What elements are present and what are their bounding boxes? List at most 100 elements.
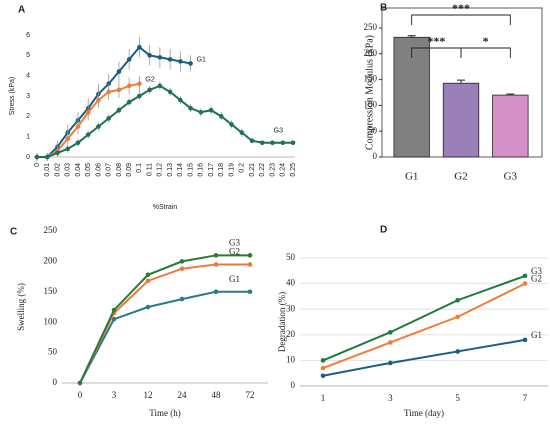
series-line xyxy=(79,254,250,384)
x-tick-label: 0.22 xyxy=(259,163,266,177)
y-tick-label: 40 xyxy=(286,278,296,288)
y-tick-label: 0 xyxy=(373,151,378,161)
x-tick-label: 0.14 xyxy=(177,163,184,177)
series-line xyxy=(37,45,191,158)
y-tick-label: 250 xyxy=(364,22,378,32)
marker xyxy=(116,107,122,113)
x-tick-label: 48 xyxy=(212,390,222,400)
series-label: G3 xyxy=(229,237,240,247)
marker xyxy=(96,97,101,103)
y-tick-label: 100 xyxy=(44,316,58,326)
bar xyxy=(442,82,480,158)
y-tick-label: 50 xyxy=(286,252,296,262)
x-tick-label: 0.13 xyxy=(167,163,174,177)
marker xyxy=(75,124,81,129)
series-line xyxy=(79,263,250,384)
y-tick-label: 50 xyxy=(48,347,58,357)
x-tick-label: 0.23 xyxy=(269,163,276,177)
marker xyxy=(157,83,163,89)
marker xyxy=(147,87,152,93)
series-line xyxy=(322,282,526,370)
y-tick-label: 30 xyxy=(286,303,296,313)
marker xyxy=(111,307,117,313)
series-label: G1 xyxy=(229,274,240,284)
marker xyxy=(455,297,460,303)
x-tick-label: 5 xyxy=(455,393,460,403)
y-tick-label: 50 xyxy=(368,125,378,135)
marker xyxy=(34,154,40,160)
x-tick-label: 0.08 xyxy=(116,163,123,177)
marker xyxy=(126,99,132,105)
y-axis-label: Degradation (%) xyxy=(277,292,287,352)
x-tick-label: 0.15 xyxy=(187,163,194,177)
y-tick-label: 3 xyxy=(26,93,30,100)
x-tick-label: G3 xyxy=(504,171,518,183)
marker xyxy=(147,53,152,58)
marker xyxy=(198,109,204,115)
marker xyxy=(85,109,91,115)
marker xyxy=(126,83,132,89)
marker xyxy=(388,360,393,366)
panel-label: A xyxy=(18,5,25,16)
marker xyxy=(167,57,173,62)
y-axis-label: Stress (kPa) xyxy=(9,77,16,116)
x-tick-label: 72 xyxy=(246,390,255,400)
x-tick-label: 12 xyxy=(144,390,153,400)
marker xyxy=(137,81,142,87)
y-tick-label: 150 xyxy=(364,74,378,84)
series-label: G2 xyxy=(531,274,542,284)
marker xyxy=(239,130,245,135)
y-tick-label: 10 xyxy=(286,354,296,364)
x-tick-label: 0.24 xyxy=(280,163,287,177)
marker xyxy=(388,329,393,335)
y-tick-label: 250 xyxy=(44,225,58,235)
marker xyxy=(229,122,234,127)
marker xyxy=(259,140,265,146)
marker xyxy=(208,107,214,113)
y-tick-label: 20 xyxy=(286,329,296,339)
x-tick-label: 0.12 xyxy=(157,163,164,177)
y-tick-label: 5 xyxy=(26,52,30,59)
x-tick-label: 0.1 xyxy=(136,163,143,173)
x-axis-label: Time (day) xyxy=(404,408,444,418)
x-tick-label: 0.11 xyxy=(146,163,153,176)
marker xyxy=(157,55,163,60)
significance-label: *** xyxy=(452,1,470,15)
significance-label: *** xyxy=(427,34,445,48)
marker xyxy=(247,253,253,258)
x-tick-label: 0.07 xyxy=(106,163,113,177)
y-axis-label: Compression Modulus (kPa) xyxy=(364,35,375,150)
x-tick-label: 0.02 xyxy=(54,163,61,177)
marker xyxy=(167,89,173,95)
panel-label: C xyxy=(10,227,17,238)
marker xyxy=(77,380,83,386)
y-tick-label: 150 xyxy=(44,286,58,296)
x-tick-label: 24 xyxy=(178,390,188,400)
x-tick-label: 0.17 xyxy=(208,163,215,177)
x-tick-label: 0.01 xyxy=(44,163,51,177)
marker xyxy=(280,140,286,146)
x-tick-label: 0.03 xyxy=(65,163,72,177)
y-tick-label: 100 xyxy=(364,99,378,109)
y-tick-label: 6 xyxy=(26,32,30,39)
x-axis-label: %Strain xyxy=(153,204,178,211)
marker xyxy=(106,116,111,121)
marker xyxy=(249,138,255,144)
marker xyxy=(145,304,151,310)
series-line xyxy=(322,338,526,377)
significance-bracket xyxy=(460,47,511,58)
marker xyxy=(247,289,253,295)
series-label: G1 xyxy=(531,330,542,340)
x-tick-label: 0.18 xyxy=(218,163,225,177)
y-tick-label: 0 xyxy=(53,377,58,387)
x-tick-label: 0.16 xyxy=(198,163,205,177)
marker xyxy=(137,93,142,99)
marker xyxy=(522,337,528,343)
marker xyxy=(270,140,275,146)
marker xyxy=(178,59,183,64)
series-line xyxy=(37,84,293,158)
x-tick-label: 3 xyxy=(112,390,117,400)
x-tick-label: 0 xyxy=(78,390,83,400)
marker xyxy=(44,154,50,160)
series-label: G3 xyxy=(274,128,283,135)
